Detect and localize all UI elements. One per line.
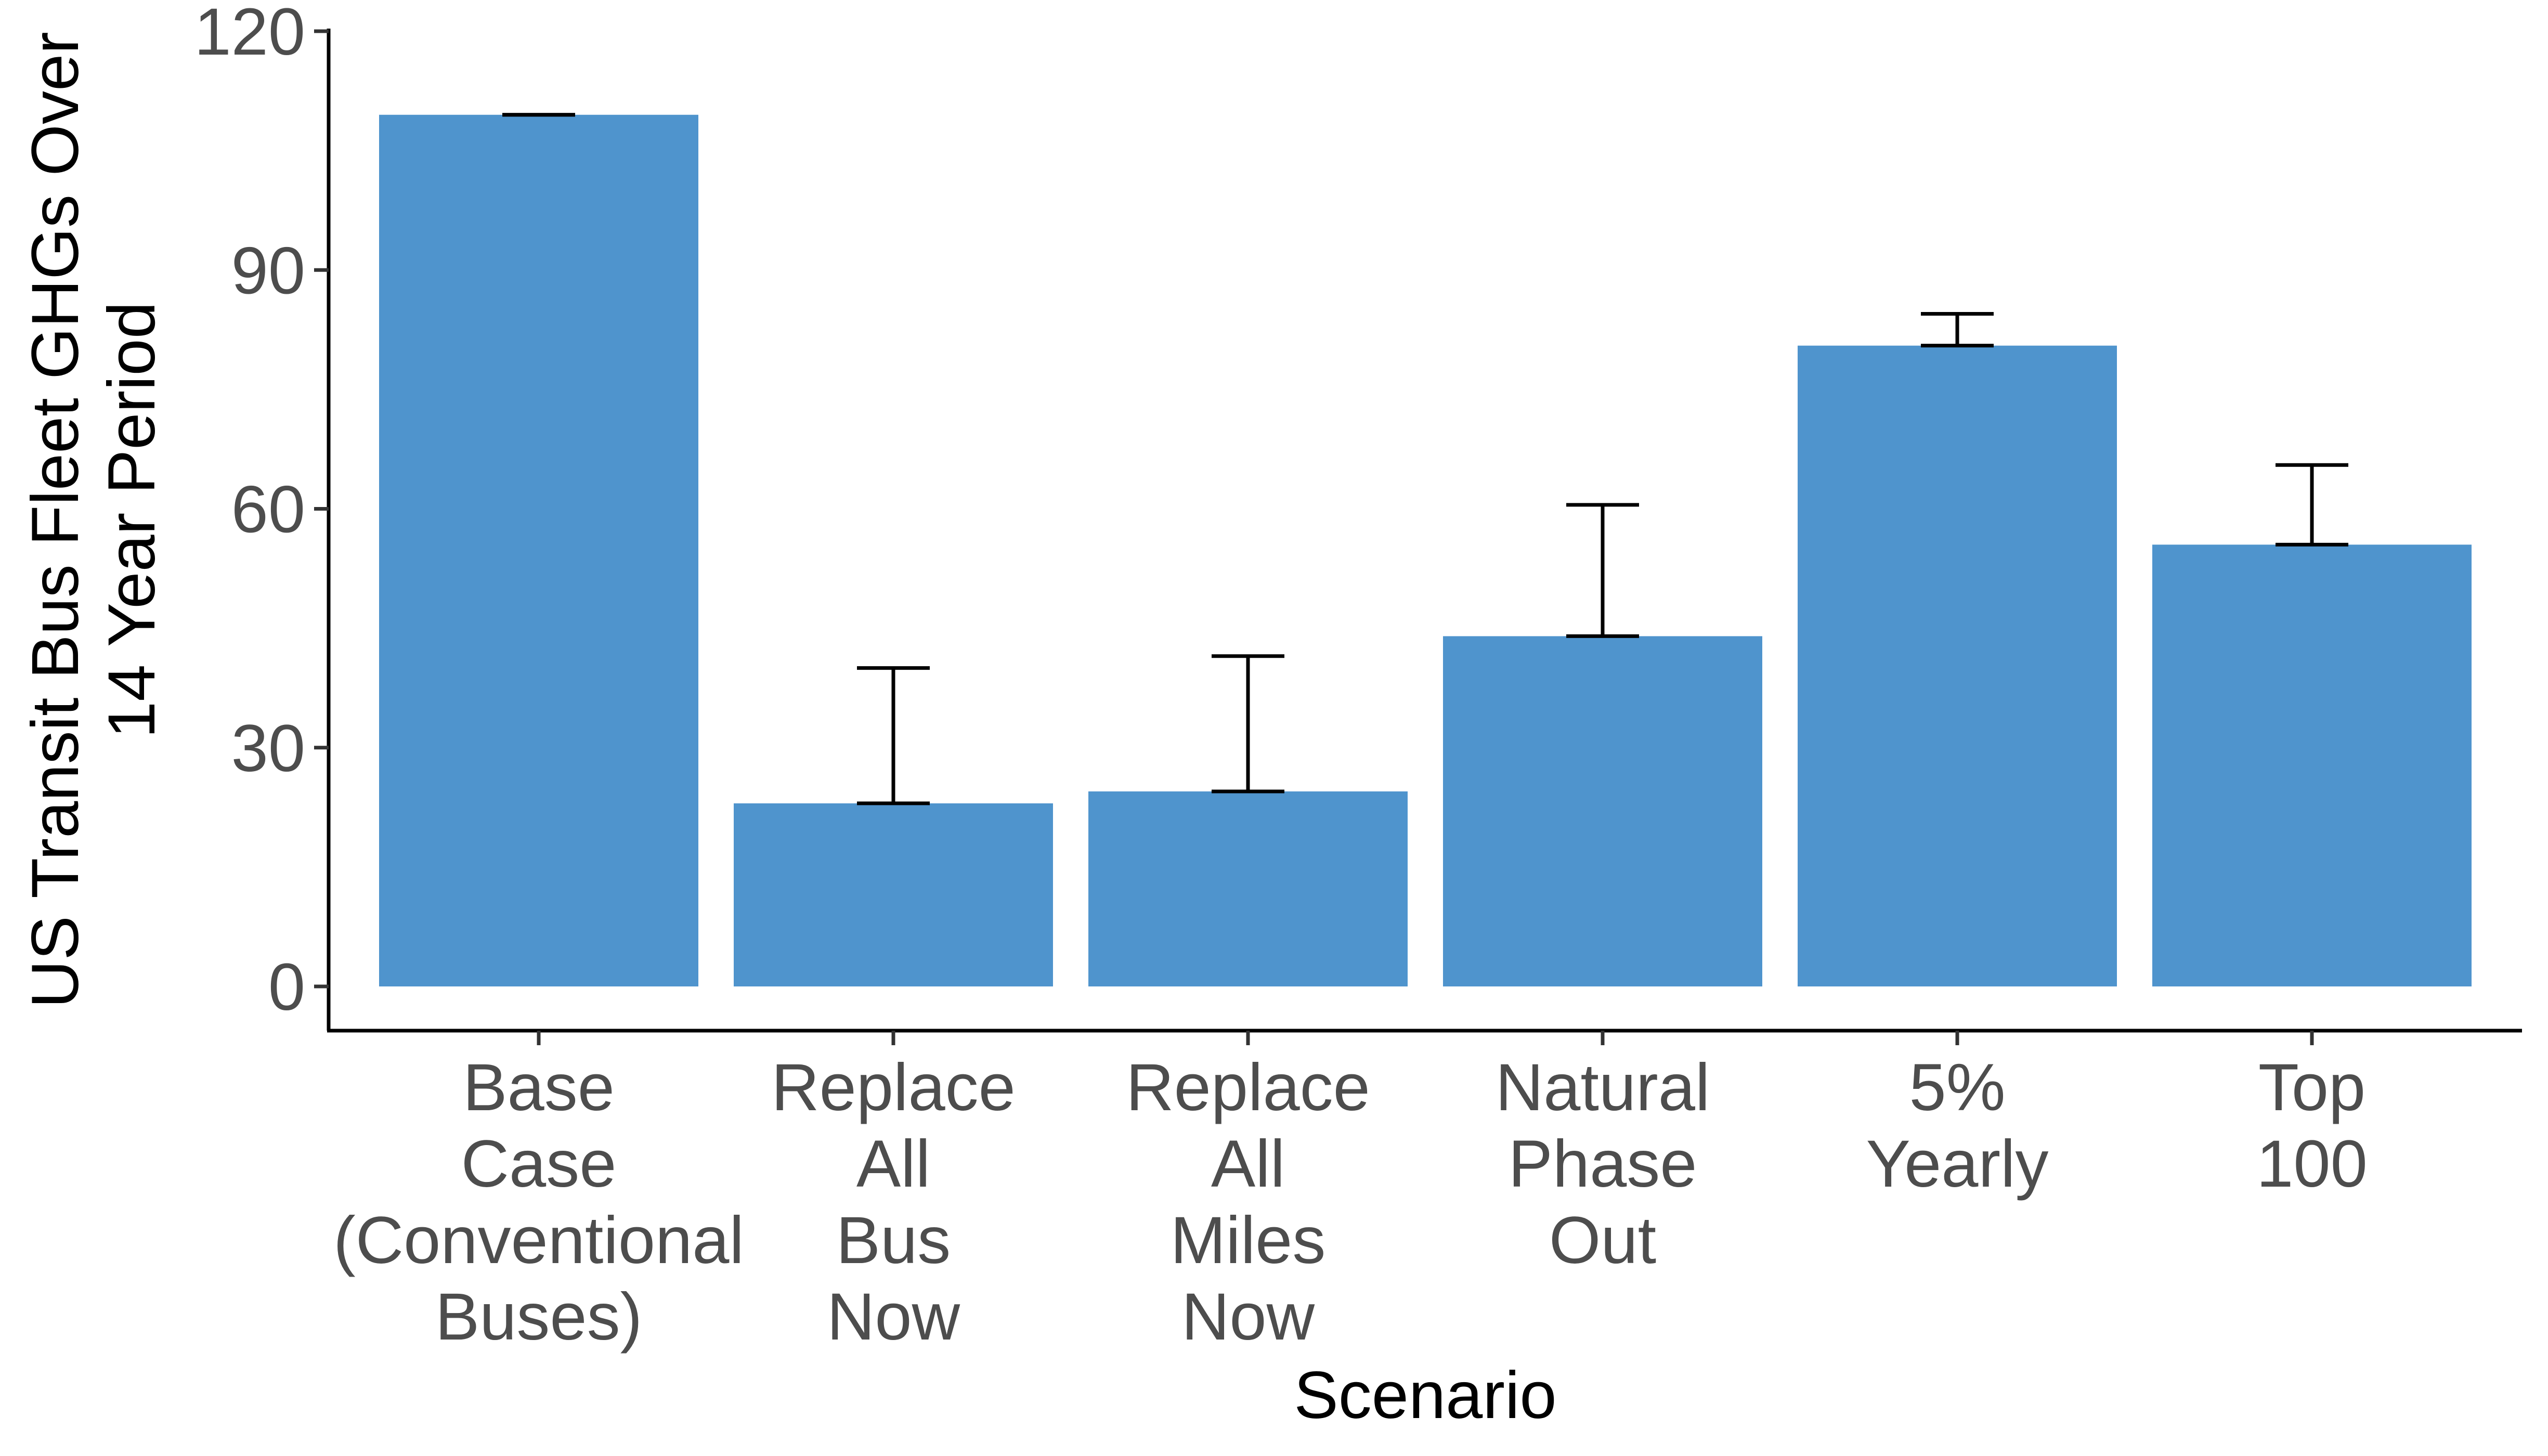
bar-4 bbox=[1798, 345, 2117, 986]
x-tick-label-line: 5% bbox=[1909, 1050, 2006, 1125]
y-axis-title-line: 14 Year Period bbox=[95, 302, 169, 738]
bar-1 bbox=[734, 803, 1053, 986]
bar-5 bbox=[2152, 544, 2472, 986]
x-tick-label-line: Phase bbox=[1509, 1127, 1697, 1201]
x-tick-label-line: Case bbox=[461, 1127, 617, 1201]
x-tick-label-line: Miles bbox=[1171, 1203, 1326, 1278]
bar-2 bbox=[1088, 791, 1408, 986]
axes-layer bbox=[314, 29, 2522, 1045]
x-tick-label-line: Natural bbox=[1496, 1050, 1710, 1125]
y-tick-label-3: 90 bbox=[231, 233, 305, 308]
x-tick-label-1: Replace All Bus Now bbox=[771, 1050, 1016, 1354]
bar-0 bbox=[379, 114, 698, 986]
x-tick-label-2: Replace All Miles Now bbox=[1126, 1050, 1370, 1354]
bars-layer bbox=[379, 114, 2472, 986]
x-tick-label-line: Replace bbox=[1126, 1050, 1370, 1125]
x-tick-label-line: Out bbox=[1549, 1203, 1656, 1278]
x-tick-label-line: Bus bbox=[836, 1203, 951, 1278]
x-tick-label-line: Now bbox=[827, 1280, 960, 1354]
y-tick-label-0: 0 bbox=[268, 950, 305, 1024]
error-bars-layer bbox=[502, 113, 2348, 805]
x-tick-label-line: 100 bbox=[2256, 1127, 2368, 1201]
x-tick-label-line: Replace bbox=[771, 1050, 1016, 1125]
y-tick-label-2: 60 bbox=[231, 473, 305, 547]
x-tick-label-line: Buses) bbox=[435, 1280, 642, 1354]
x-tick-label-5: Top 100 bbox=[2256, 1050, 2368, 1201]
x-tick-label-3: Natural Phase Out bbox=[1496, 1050, 1710, 1278]
y-tick-label-4: 120 bbox=[194, 0, 305, 69]
x-tick-label-line: Yearly bbox=[1866, 1127, 2048, 1201]
x-tick-label-line: Now bbox=[1181, 1280, 1315, 1354]
x-tick-label-line: (Conventional bbox=[333, 1203, 744, 1278]
y-axis-title: US Transit Bus Fleet GHGs Over14 Year Pe… bbox=[18, 32, 169, 1008]
x-tick-label-0: Base Case (Conventional Buses) bbox=[333, 1050, 744, 1354]
x-tick-label-line: All bbox=[1211, 1127, 1285, 1201]
bar-3 bbox=[1443, 636, 1762, 986]
x-tick-label-line: Top bbox=[2258, 1050, 2365, 1125]
x-tick-label-4: 5% Yearly bbox=[1866, 1050, 2048, 1201]
x-axis-title: Scenario bbox=[1294, 1358, 1556, 1433]
x-tick-label-line: All bbox=[856, 1127, 930, 1201]
y-tick-label-1: 30 bbox=[231, 711, 305, 786]
y-axis-title-line: US Transit Bus Fleet GHGs Over bbox=[18, 32, 93, 1008]
x-tick-label-line: Base bbox=[463, 1050, 615, 1125]
